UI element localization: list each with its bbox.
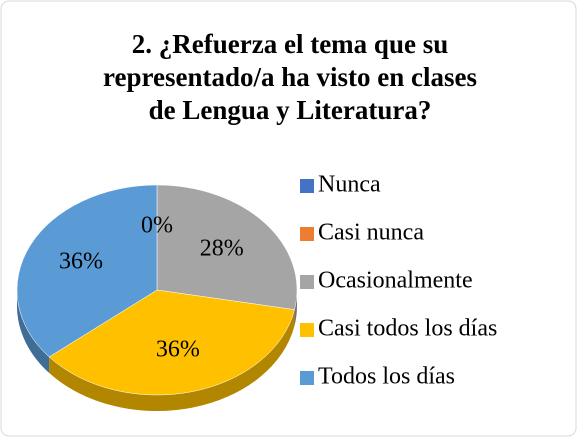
data-label: 28% — [200, 235, 244, 261]
data-label: 36% — [156, 337, 200, 363]
slice-side — [294, 290, 297, 326]
legend-swatch — [300, 179, 314, 193]
slice-side — [16, 290, 50, 373]
chart-title: representado/a ha visto en clases — [103, 62, 477, 92]
pie-labels: 0% 28% 36% 36% — [59, 213, 244, 363]
legend-swatch — [300, 371, 314, 385]
slice — [16, 184, 158, 358]
legend-label: Casi nunca — [318, 220, 424, 246]
legend-swatch — [300, 275, 314, 289]
chart-title: de Lengua y Literatura? — [149, 95, 432, 125]
legend-label: Casi todos los días — [318, 316, 497, 342]
legend-swatch — [300, 227, 314, 241]
legend-label: Nunca — [318, 172, 381, 198]
title-group: 2. ¿Refuerza el tema que surepresentado/… — [103, 29, 477, 125]
legend-swatch — [300, 323, 314, 337]
pie-tops — [16, 184, 298, 396]
chart-title: 2. ¿Refuerza el tema que su — [132, 29, 448, 59]
slice-side — [49, 309, 295, 411]
slice — [156, 184, 298, 310]
pie-sides — [16, 290, 297, 411]
legend-label: Todos los días — [318, 364, 455, 390]
legend: Nunca Casi nunca Ocasionalmente Casi todos … — [300, 172, 497, 390]
legend-label: Ocasionalmente — [318, 268, 473, 294]
data-label: 36% — [59, 249, 103, 275]
pie: 0% 28% 36% 36% — [16, 184, 298, 411]
data-label: 0% — [141, 213, 173, 239]
slice — [48, 289, 295, 396]
